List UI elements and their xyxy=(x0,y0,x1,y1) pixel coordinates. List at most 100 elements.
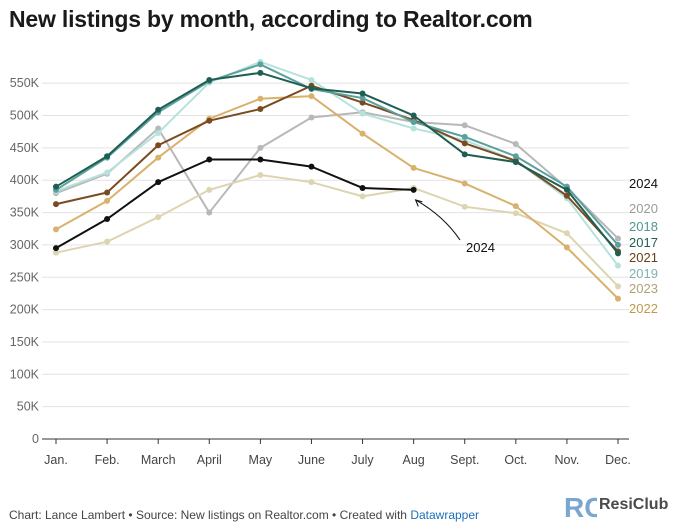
point-2017 xyxy=(257,69,264,76)
legend-label-2017: 2017 xyxy=(629,235,658,250)
y-tick-label: 400K xyxy=(10,173,40,187)
chart-title: New listings by month, according to Real… xyxy=(9,6,533,32)
point-2021 xyxy=(461,140,468,147)
legend-label-2021: 2021 xyxy=(629,250,658,265)
annotation-arrowhead xyxy=(414,199,423,207)
y-axis: 0 50K 100K 150K 200K 250K 300K 350K 400K 450K 500K… xyxy=(10,76,40,446)
point-2021 xyxy=(53,201,59,208)
series-2023 xyxy=(53,172,621,290)
point-2017 xyxy=(410,112,417,119)
x-tick-label: Nov. xyxy=(555,453,580,467)
footer-separator: • xyxy=(332,508,337,522)
point-2019 xyxy=(155,129,162,136)
point-2023 xyxy=(461,203,468,210)
point-2017 xyxy=(53,183,59,190)
y-tick-label: 550K xyxy=(10,76,40,90)
point-2017 xyxy=(155,106,162,113)
point-2024 xyxy=(53,245,59,252)
point-2020 xyxy=(155,125,162,132)
x-axis: Jan. Feb. March April May June July Aug Sept. Oct… xyxy=(44,439,631,467)
point-2024 xyxy=(257,156,264,163)
line-2022 xyxy=(55,95,619,300)
y-tick-label: 50K xyxy=(17,400,40,414)
point-2022 xyxy=(104,197,111,204)
footer-separator: • xyxy=(128,508,133,522)
point-2021 xyxy=(563,192,570,199)
point-2022 xyxy=(410,164,417,171)
point-2023 xyxy=(257,172,264,179)
x-tick-label: Feb. xyxy=(95,453,120,467)
point-2022 xyxy=(257,95,264,102)
point-2023 xyxy=(512,210,519,217)
point-2019 xyxy=(359,110,366,117)
point-2017 xyxy=(206,76,213,83)
point-2018 xyxy=(410,118,417,125)
point-2023 xyxy=(206,186,213,193)
point-2020 xyxy=(308,114,315,121)
footer: Chart: Lance Lambert • Source: New listi… xyxy=(9,508,479,522)
point-2022 xyxy=(512,203,519,210)
point-2022 xyxy=(615,295,621,302)
y-tick-label: 100K xyxy=(10,367,40,381)
point-2023 xyxy=(359,193,366,200)
x-tick-label: March xyxy=(141,453,176,467)
y-tick-label: 0 xyxy=(32,432,39,446)
line-2024 xyxy=(55,158,414,250)
point-2022 xyxy=(308,93,315,100)
legend-label-2019: 2019 xyxy=(629,266,658,281)
point-2021 xyxy=(155,142,162,149)
point-2024 xyxy=(308,163,315,170)
point-2018 xyxy=(512,153,519,160)
point-2020 xyxy=(615,235,621,242)
y-tick-label: 250K xyxy=(10,270,40,284)
annotation: 2024 xyxy=(414,199,495,255)
y-tick-label: 450K xyxy=(10,141,40,155)
annotation-label: 2024 xyxy=(466,240,495,255)
point-2022 xyxy=(359,130,366,137)
footer-chart-by: Chart: Lance Lambert xyxy=(9,508,126,522)
point-2023 xyxy=(155,214,162,221)
point-2023 xyxy=(308,179,315,186)
series-2018 xyxy=(53,61,621,248)
point-2017 xyxy=(512,159,519,166)
point-2017 xyxy=(615,250,621,257)
x-tick-label: May xyxy=(249,453,273,467)
annotation-arrow xyxy=(415,199,461,241)
point-2017 xyxy=(461,151,468,158)
point-2023 xyxy=(563,230,570,237)
y-tick-label: 500K xyxy=(10,109,40,123)
point-2022 xyxy=(155,154,162,161)
point-2023 xyxy=(53,249,59,256)
y-tick-label: 150K xyxy=(10,335,40,349)
resiclub-logo-icon: RC xyxy=(563,490,604,523)
line-2023 xyxy=(55,174,619,288)
point-2017 xyxy=(563,186,570,193)
point-2020 xyxy=(461,122,468,129)
point-2018 xyxy=(359,95,366,102)
y-tick-label: 350K xyxy=(10,206,40,220)
legend-label-2024: 2024 xyxy=(629,176,658,191)
x-tick-label: Aug xyxy=(403,453,425,467)
logo-mark: RC xyxy=(564,492,597,520)
point-2020 xyxy=(257,144,264,151)
point-2019 xyxy=(410,125,417,132)
point-2023 xyxy=(104,238,111,245)
point-2020 xyxy=(206,209,213,216)
legend-label-2022: 2022 xyxy=(629,301,658,316)
x-tick-label: July xyxy=(351,453,374,467)
point-2018 xyxy=(257,61,264,68)
point-2019 xyxy=(308,76,315,83)
point-2021 xyxy=(104,189,111,196)
point-2024 xyxy=(104,216,111,223)
point-2017 xyxy=(359,90,366,97)
point-2017 xyxy=(308,85,315,92)
point-2019 xyxy=(615,262,621,269)
y-tick-label: 200K xyxy=(10,303,40,317)
resiclub-logo: RC ResiClub xyxy=(563,490,678,523)
legend-label-2023: 2023 xyxy=(629,281,658,296)
x-tick-label: Jan. xyxy=(44,453,68,467)
point-2024 xyxy=(206,156,213,163)
datawrapper-link[interactable]: Datawrapper xyxy=(410,508,480,522)
